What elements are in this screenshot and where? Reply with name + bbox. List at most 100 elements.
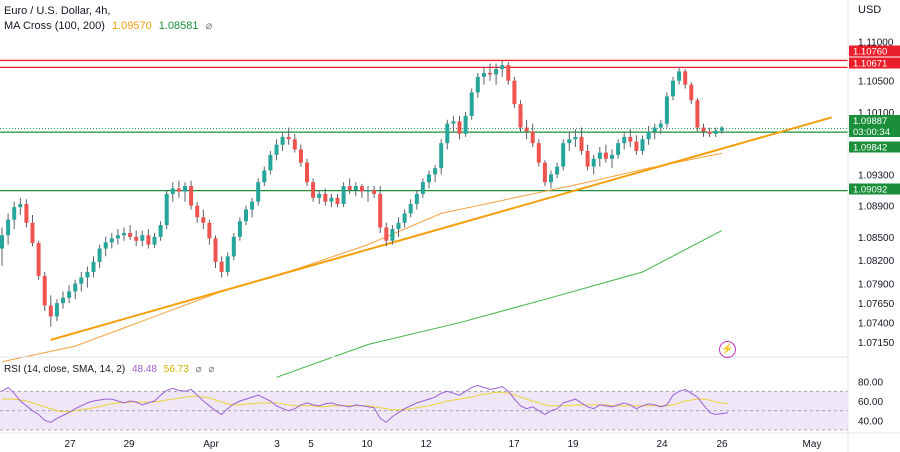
candle-body xyxy=(274,144,279,155)
price-tick-label: 1.10100 xyxy=(858,108,895,119)
rsi-label[interactable]: RSI (14, close, SMA, 14, 2) xyxy=(4,364,126,375)
candle-body xyxy=(140,235,145,241)
candle-body xyxy=(195,205,200,218)
price-tick-label: 1.07650 xyxy=(858,299,895,310)
time-tick-label: May xyxy=(803,439,822,450)
candle-body xyxy=(366,190,370,192)
candle-body xyxy=(713,130,718,134)
ma-label[interactable]: MA Cross (100, 200) xyxy=(4,20,105,32)
candle-body xyxy=(658,123,663,128)
candle-body xyxy=(549,174,553,183)
price-badge[interactable] xyxy=(849,57,900,69)
candle-body xyxy=(311,182,316,198)
candle-body xyxy=(408,204,413,214)
candle-body xyxy=(48,305,53,317)
candle-body xyxy=(451,121,456,124)
candle-body xyxy=(664,96,669,124)
candle-body xyxy=(115,235,120,239)
candle-body xyxy=(85,271,90,278)
time-tick-label: 5 xyxy=(308,439,314,450)
candle-body xyxy=(567,139,572,144)
price-badge-text: 1.09842 xyxy=(853,143,887,154)
candle-body xyxy=(189,186,194,206)
candle-body xyxy=(689,84,694,101)
candle-body xyxy=(36,243,41,276)
candle-body xyxy=(384,227,389,241)
price-badge[interactable] xyxy=(849,141,900,153)
candle-body xyxy=(469,92,474,116)
candle-body xyxy=(628,136,633,142)
candle-body xyxy=(347,186,352,190)
price-badge[interactable] xyxy=(849,45,900,57)
eye-off-icon[interactable]: ⌀ xyxy=(205,20,213,32)
ma200-line xyxy=(276,230,723,378)
candle-body xyxy=(695,100,700,128)
candle-body xyxy=(518,104,523,128)
ma100-line xyxy=(1,152,722,363)
candle-body xyxy=(390,229,395,241)
candle-body xyxy=(427,174,431,183)
candle-body xyxy=(512,80,517,105)
candle-body xyxy=(292,139,297,150)
candle-body xyxy=(439,143,444,169)
candle-body xyxy=(341,186,346,205)
symbol-title[interactable]: Euro / U.S. Dollar, 4h, xyxy=(4,5,111,17)
candle-body xyxy=(24,204,29,223)
candle-body xyxy=(244,209,248,222)
rsi-value-2: 56.73 xyxy=(163,364,189,375)
moving-averages xyxy=(1,152,723,378)
price-badge[interactable] xyxy=(849,183,900,195)
candle-body xyxy=(542,162,547,183)
candle-body xyxy=(329,197,334,202)
price-tick-label: 1.10500 xyxy=(858,77,895,88)
time-tick-label: 17 xyxy=(508,439,520,450)
price-tick-label: 1.08200 xyxy=(858,256,895,267)
eye-off-icon[interactable]: ⌀ xyxy=(208,364,215,375)
candle-body xyxy=(305,162,309,183)
candle-body xyxy=(494,69,499,75)
time-tick-label: 26 xyxy=(716,439,728,450)
price-badge-text: 1.09887 xyxy=(853,116,887,127)
candle-body xyxy=(561,143,566,167)
trendline-layer[interactable] xyxy=(50,116,832,341)
rsi-tick-label: 40.00 xyxy=(858,416,883,427)
candle-body xyxy=(280,136,285,145)
candle-body xyxy=(30,222,35,244)
time-tick-label: 27 xyxy=(64,439,76,450)
ma-value-1: 1.09570 xyxy=(111,20,152,32)
price-tick-label: 1.08900 xyxy=(858,202,895,213)
candle-body xyxy=(579,136,584,151)
candle-body xyxy=(134,236,139,241)
price-tick-label: 1.07150 xyxy=(858,338,895,349)
candle-body xyxy=(183,186,187,192)
time-tick-label: 24 xyxy=(656,439,668,450)
candle-body xyxy=(530,131,535,144)
candle-body xyxy=(67,291,72,298)
candle-body xyxy=(414,193,419,205)
candle-body xyxy=(616,143,621,155)
candle-body xyxy=(524,127,529,132)
trendline[interactable] xyxy=(50,116,832,341)
candle-body xyxy=(128,232,133,237)
candle-body xyxy=(317,193,322,198)
candle-body xyxy=(18,204,23,208)
candle-body xyxy=(256,182,261,202)
time-tick-label: 10 xyxy=(361,439,373,450)
candle-body xyxy=(622,136,627,144)
candle-body xyxy=(231,236,236,257)
candle-body xyxy=(573,136,578,140)
candle-body xyxy=(12,207,17,220)
candle-body xyxy=(353,186,358,190)
candle-body xyxy=(250,201,255,210)
price-tick-label: 1.11000 xyxy=(858,38,894,49)
legend-ma: MA Cross (100, 200) 1.09570 1.08581 ⌀ xyxy=(4,19,216,32)
candle-body xyxy=(457,121,462,134)
price-badge[interactable] xyxy=(849,115,900,137)
candle-body xyxy=(225,256,230,272)
candle-body xyxy=(213,238,218,262)
eye-off-icon[interactable]: ⌀ xyxy=(195,364,202,375)
lightning-icon[interactable]: ⚡ xyxy=(719,341,736,358)
horizontal-levels[interactable] xyxy=(0,59,848,192)
candle-body xyxy=(597,152,602,159)
